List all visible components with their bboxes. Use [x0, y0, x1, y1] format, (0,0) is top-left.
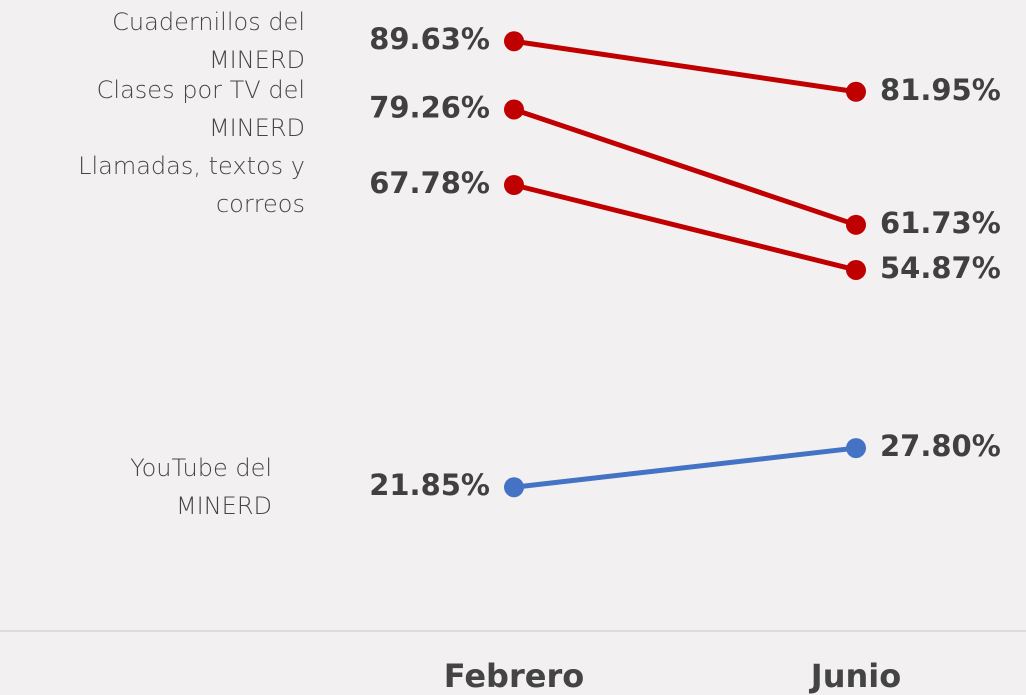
series-label: Clases por TV del MINERD: [96, 76, 305, 143]
value-label: 21.85%: [369, 468, 490, 502]
value-label: 89.63%: [369, 22, 490, 56]
value-label: 61.73%: [880, 206, 1001, 240]
series-line: [513, 182, 857, 273]
value-label: 67.78%: [369, 166, 490, 200]
point: [846, 81, 866, 102]
point: [846, 259, 866, 280]
value-label: 54.87%: [880, 251, 1001, 285]
point: [504, 31, 524, 52]
point: [846, 438, 866, 459]
series-label: Cuadernillos del MINERD: [112, 8, 305, 75]
point: [846, 214, 866, 235]
point: [504, 175, 524, 196]
point: [504, 477, 524, 498]
value-label: 81.95%: [880, 73, 1001, 107]
series-line: [513, 107, 857, 228]
point: [504, 99, 524, 120]
series-line: [513, 38, 857, 95]
series-label: YouTube del MINERD: [130, 454, 272, 521]
x-tick-label: Febrero: [444, 657, 584, 695]
series-label: Llamadas, textos y correos: [78, 152, 305, 218]
value-label: 79.26%: [369, 90, 490, 124]
x-tick-label: Junio: [809, 657, 901, 695]
series-line: [513, 445, 857, 490]
value-label: 27.80%: [880, 429, 1001, 463]
